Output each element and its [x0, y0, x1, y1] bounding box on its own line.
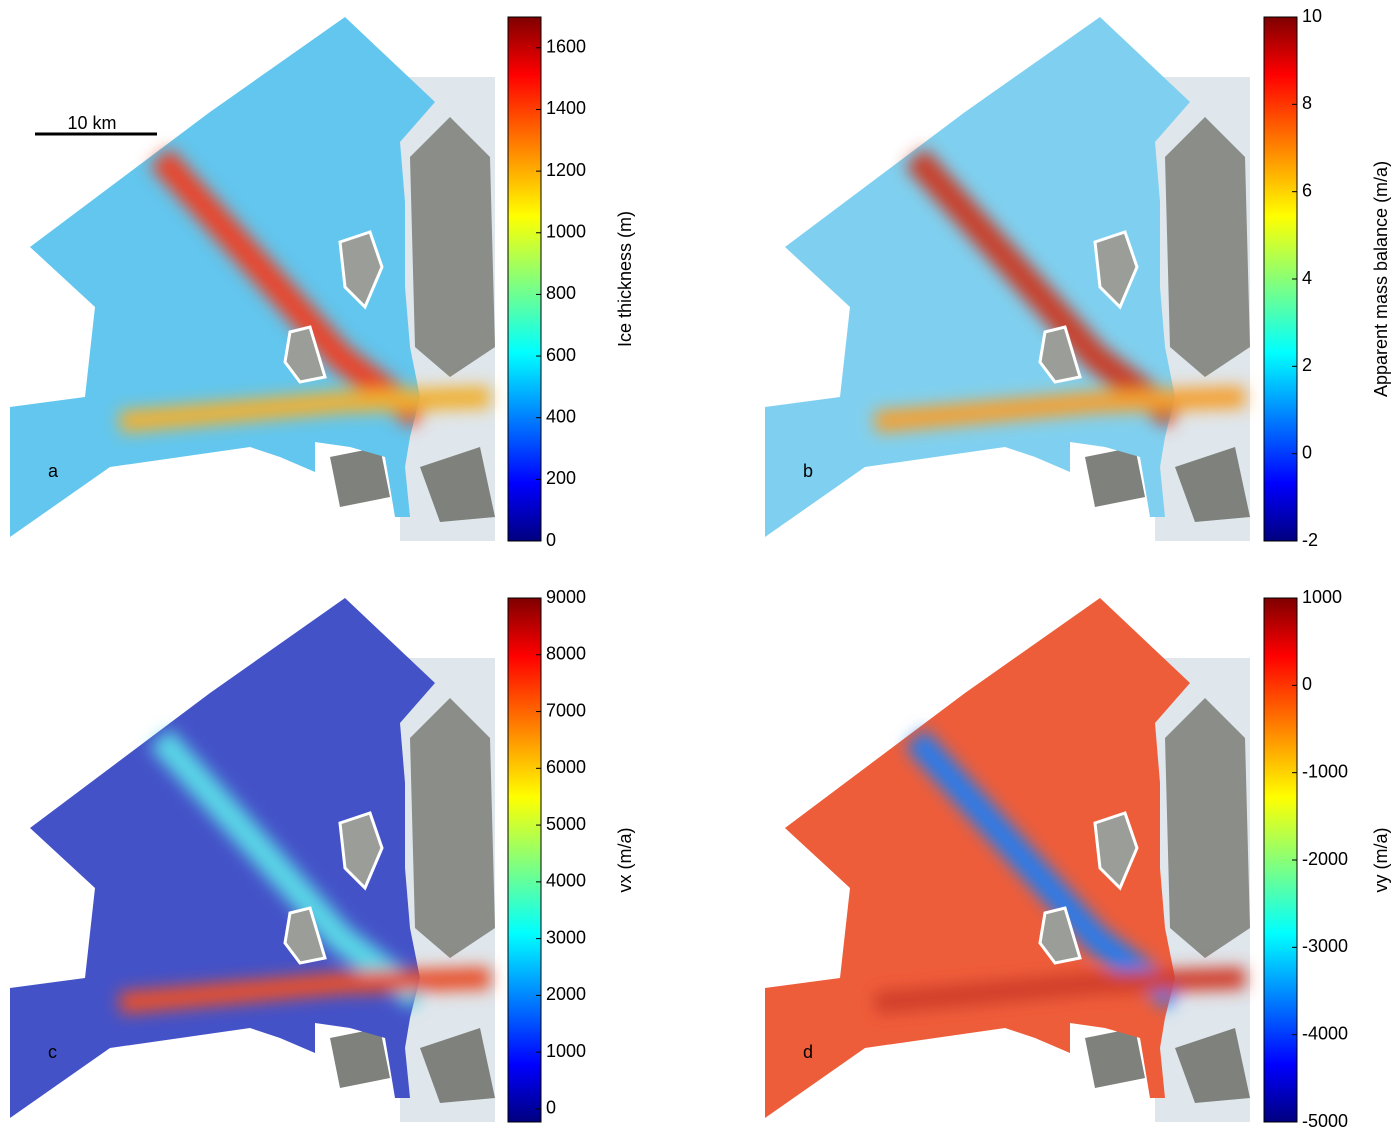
colorbar-tick-label: 4: [1302, 268, 1312, 288]
panel-letter: b: [803, 461, 813, 481]
colorbar-tick-label: 1000: [1302, 587, 1342, 607]
panel-letter: c: [48, 1042, 57, 1062]
colorbar-tick-label: 0: [546, 1098, 556, 1118]
rock: [410, 698, 495, 958]
colorbar-tick-label: 7000: [546, 700, 586, 720]
colorbar-tick-label: -1000: [1302, 761, 1348, 781]
map-panel: a: [10, 17, 495, 541]
colorbar-tick-label: 1000: [546, 1041, 586, 1061]
panel-letter: a: [48, 461, 59, 481]
colorbar-tick-label: 6000: [546, 757, 586, 777]
colorbar-tick-label: 6: [1302, 180, 1312, 200]
colorbar-tick-label: 800: [546, 283, 576, 303]
colorbar-tick-label: 1000: [546, 222, 586, 242]
colorbar-tick-label: 0: [1302, 674, 1312, 694]
colorbar-label: vy (m/a): [1371, 828, 1391, 893]
colorbar-tick-label: 0: [546, 530, 556, 550]
colorbar-label: vx (m/a): [615, 828, 635, 893]
scale-bar-label: 10 km: [67, 113, 116, 133]
colorbar-tick-label: -4000: [1302, 1023, 1348, 1043]
colorbar-label: Ice thickness (m): [615, 211, 635, 347]
panel-letter: d: [803, 1042, 813, 1062]
colorbar: [508, 17, 541, 541]
colorbar-tick-label: -3000: [1302, 936, 1348, 956]
colorbar-tick-label: 4000: [546, 871, 586, 891]
colorbar-tick-label: 8: [1302, 93, 1312, 113]
colorbar-label: Apparent mass balance (m/a): [1371, 161, 1391, 397]
figure: 10 km a02004006008001000120014001600Ice …: [0, 0, 1399, 1137]
colorbar-tick-label: 2000: [546, 984, 586, 1004]
colorbar-tick-label: 0: [1302, 442, 1312, 462]
colorbar-tick-label: 5000: [546, 814, 586, 834]
colorbar-tick-label: -2: [1302, 530, 1318, 550]
colorbar-tick-label: 9000: [546, 587, 586, 607]
colorbar-tick-label: 1600: [546, 37, 586, 57]
colorbar-tick-label: -5000: [1302, 1111, 1348, 1131]
rock: [410, 117, 495, 377]
colorbar-tick-label: 400: [546, 406, 576, 426]
colorbar-tick-label: 10: [1302, 6, 1322, 26]
colorbar-tick-label: -2000: [1302, 849, 1348, 869]
map-panel: c: [10, 598, 495, 1122]
colorbar-tick-label: 600: [546, 345, 576, 365]
map-panel: d: [765, 598, 1250, 1122]
colorbar-tick-label: 200: [546, 468, 576, 488]
colorbar: [508, 598, 541, 1122]
rock: [1165, 117, 1250, 377]
colorbar-tick-label: 2: [1302, 355, 1312, 375]
colorbar-tick-label: 1200: [546, 160, 586, 180]
map-panel: b: [765, 17, 1250, 541]
scale-bar: 10 km: [35, 113, 157, 134]
colorbar-tick-label: 3000: [546, 927, 586, 947]
colorbar-tick-label: 8000: [546, 644, 586, 664]
rock: [1165, 698, 1250, 958]
colorbar-tick-label: 1400: [546, 98, 586, 118]
